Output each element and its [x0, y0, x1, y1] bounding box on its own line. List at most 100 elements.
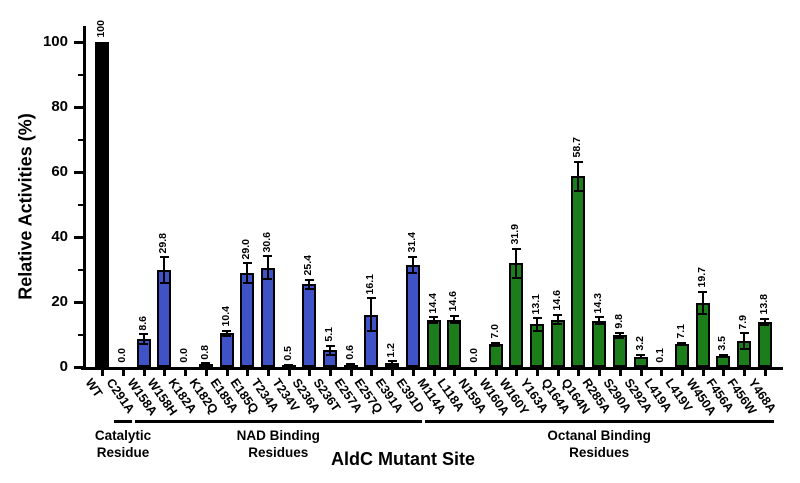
value-label-S292A: 3.2	[633, 336, 646, 351]
error-cap-top	[491, 341, 501, 344]
value-label-Y468A: 13.8	[757, 294, 770, 315]
x-axis-spine	[81, 367, 784, 370]
value-label-E391D: 31.4	[405, 232, 418, 253]
x-tick	[266, 370, 270, 376]
error-cap-bottom	[159, 282, 169, 285]
y-major-tick	[74, 41, 83, 44]
error-cap-top	[346, 363, 356, 366]
x-tick	[598, 370, 602, 376]
x-tick	[473, 370, 477, 376]
error-cap-top	[511, 247, 521, 250]
x-tick	[225, 370, 229, 376]
group-label-nad-line1: NAD Binding	[236, 428, 320, 443]
value-label-W158A: 8.6	[136, 315, 149, 331]
y-tick-label: 20	[51, 293, 68, 310]
x-tick	[453, 370, 457, 376]
bar-S236A	[302, 284, 317, 367]
error-bar-E185Q	[246, 263, 249, 283]
error-cap-top	[677, 341, 687, 344]
value-label-E257A: 0.6	[343, 345, 356, 361]
error-cap-bottom	[139, 342, 149, 345]
value-label-S236T: 5.1	[323, 326, 336, 342]
error-cap-bottom	[325, 354, 335, 357]
error-cap-bottom	[387, 363, 397, 366]
y-minor-tick	[78, 203, 83, 206]
error-cap-bottom	[408, 272, 418, 275]
error-bar-L419V	[680, 342, 683, 346]
x-tick	[308, 370, 312, 376]
bar-E185Q	[240, 272, 255, 367]
value-label-E257Q: 16.1	[364, 274, 377, 295]
error-bar-W160A	[494, 342, 497, 346]
y-minor-tick	[78, 73, 83, 76]
bar-S290A	[612, 335, 627, 367]
error-bar-Y163A	[536, 317, 539, 331]
error-cap-top	[573, 160, 583, 163]
value-label-L419V: 7.1	[674, 324, 687, 339]
error-cap-top	[698, 290, 708, 293]
error-cap-bottom	[636, 357, 646, 360]
bar-W160A	[488, 344, 503, 367]
bar-L419V	[674, 343, 689, 367]
error-cap-top	[739, 332, 749, 335]
x-tick	[701, 370, 705, 376]
y-tick-label: 80	[51, 98, 68, 115]
value-label-C291A: 0.0	[116, 348, 129, 363]
error-cap-bottom	[739, 348, 749, 351]
group-line-nad	[134, 420, 422, 423]
x-tick	[536, 370, 540, 376]
error-cap-top	[387, 360, 397, 363]
x-tick	[743, 370, 747, 376]
value-label-F456A: 3.5	[716, 336, 729, 351]
x-tick	[142, 370, 146, 376]
value-label-E391A: 1.2	[385, 342, 398, 358]
value-label-K182A: 0.0	[178, 348, 191, 363]
error-cap-bottom	[553, 323, 563, 326]
bar-R285A	[592, 320, 607, 367]
bar-Q164A	[550, 319, 565, 367]
value-label-E185A: 10.4	[219, 306, 232, 327]
error-bar-W450A	[701, 291, 704, 315]
error-cap-top	[636, 353, 646, 356]
value-label-Y163A: 13.1	[530, 293, 543, 314]
error-cap-bottom	[366, 329, 376, 332]
value-label-S236A: 25.4	[302, 255, 315, 276]
x-tick	[204, 370, 208, 376]
error-cap-bottom	[532, 329, 542, 332]
x-tick-label-WT: WT	[82, 376, 106, 400]
x-tick	[122, 370, 126, 376]
error-cap-top	[284, 363, 294, 366]
x-axis-title: AldC Mutant Site	[331, 449, 475, 469]
error-bar-Q164A	[556, 314, 559, 325]
value-label-L419A: 0.1	[654, 348, 667, 363]
value-label-Q164A: 14.6	[550, 290, 563, 311]
error-bar-W158A	[142, 334, 145, 344]
y-axis-spine	[83, 26, 86, 370]
bar-W158H	[157, 270, 172, 367]
x-tick	[680, 370, 684, 376]
x-tick	[370, 370, 374, 376]
error-cap-bottom	[698, 313, 708, 316]
y-major-tick	[74, 301, 83, 304]
error-cap-bottom	[242, 281, 252, 284]
error-bar-W160Y	[515, 248, 518, 278]
value-label-M114A: 14.4	[426, 292, 439, 313]
error-cap-bottom	[304, 288, 314, 291]
error-cap-top	[449, 314, 459, 317]
error-cap-top	[429, 315, 439, 318]
x-tick	[163, 370, 167, 376]
y-major-tick	[74, 366, 83, 369]
error-bar-R285A	[598, 317, 601, 324]
error-cap-bottom	[346, 365, 356, 368]
error-cap-bottom	[573, 189, 583, 192]
y-tick-label: 0	[59, 358, 68, 375]
error-cap-top	[201, 362, 211, 365]
y-tick-label: 40	[51, 228, 68, 245]
value-label-WT: 100	[95, 20, 108, 38]
x-tick	[556, 370, 560, 376]
group-line-catalytic	[114, 420, 133, 423]
value-label-R285A: 14.3	[592, 292, 605, 314]
bar-L118A	[447, 319, 462, 367]
error-bar-Y468A	[763, 318, 766, 326]
error-cap-bottom	[284, 365, 294, 368]
